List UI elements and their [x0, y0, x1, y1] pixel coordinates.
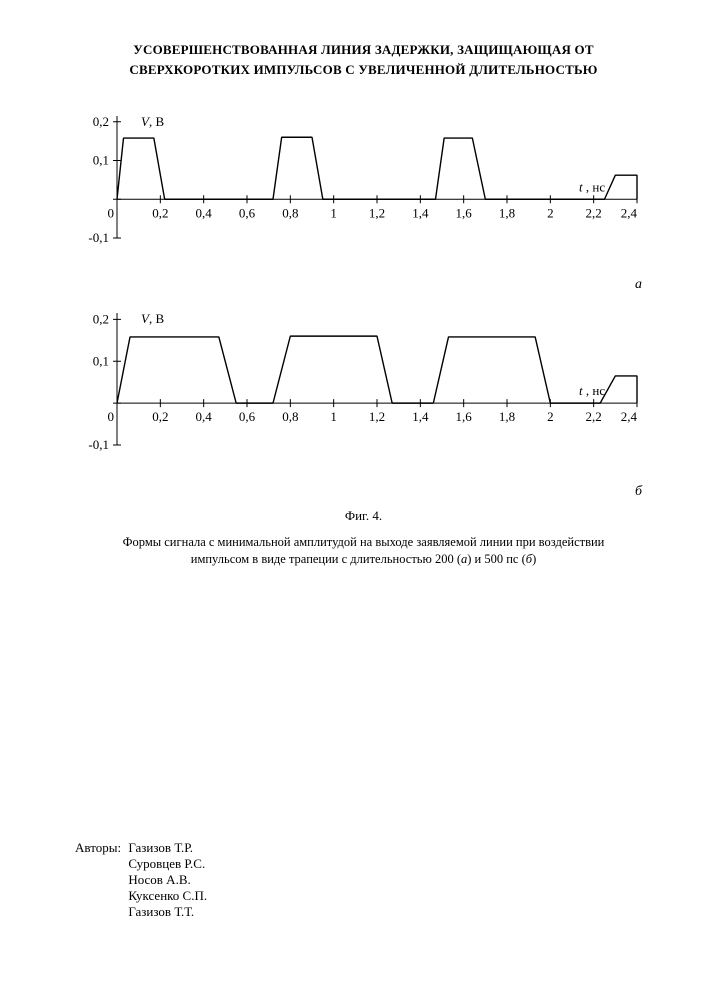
- svg-text:0,2: 0,2: [152, 409, 168, 424]
- svg-text:2: 2: [547, 409, 554, 424]
- authors-label: Авторы:: [75, 840, 121, 856]
- svg-text:1,4: 1,4: [412, 205, 429, 220]
- author-name: Куксенко С.П.: [128, 888, 207, 904]
- svg-text:V, В: V, В: [141, 311, 164, 326]
- figure-caption: Фиг. 4.: [75, 508, 652, 524]
- title-line-2: СВЕРХКОРОТКИХ ИМПУЛЬСОВ С УВЕЛИЧЕННОЙ ДЛ…: [129, 62, 597, 77]
- svg-text:0,8: 0,8: [282, 205, 298, 220]
- author-name: Газизов Т.Т.: [128, 904, 207, 920]
- svg-text:0,1: 0,1: [93, 353, 109, 368]
- svg-text:1: 1: [330, 205, 337, 220]
- author-name: Газизов Т.Р.: [128, 840, 207, 856]
- svg-text:V, В: V, В: [141, 114, 164, 129]
- svg-text:0,1: 0,1: [93, 153, 109, 168]
- svg-text:2: 2: [547, 205, 554, 220]
- authors-block: Авторы: Газизов Т.Р.Суровцев Р.С.Носов А…: [75, 840, 207, 920]
- svg-text:1,6: 1,6: [456, 409, 473, 424]
- svg-text:0: 0: [108, 409, 115, 424]
- svg-text:0,6: 0,6: [239, 409, 256, 424]
- author-name: Носов А.В.: [128, 872, 207, 888]
- svg-text:1,6: 1,6: [456, 205, 473, 220]
- svg-text:0,2: 0,2: [93, 114, 109, 129]
- title-line-1: УСОВЕРШЕНСТВОВАННАЯ ЛИНИЯ ЗАДЕРЖКИ, ЗАЩИ…: [133, 42, 593, 57]
- svg-text:-0,1: -0,1: [88, 437, 109, 452]
- svg-text:1,2: 1,2: [369, 409, 385, 424]
- svg-text:2,2: 2,2: [586, 409, 602, 424]
- svg-text:1,4: 1,4: [412, 409, 429, 424]
- svg-text:0: 0: [108, 205, 115, 220]
- figure-description: Формы сигнала с минимальной амплитудой н…: [75, 534, 652, 568]
- svg-text:1,8: 1,8: [499, 205, 515, 220]
- fig-desc-pre: импульсом в виде трапеции с длительность…: [191, 552, 461, 566]
- fig-desc-post: ): [532, 552, 536, 566]
- authors-names: Газизов Т.Р.Суровцев Р.С.Носов А.В.Куксе…: [128, 840, 207, 920]
- page-title: УСОВЕРШЕНСТВОВАННАЯ ЛИНИЯ ЗАДЕРЖКИ, ЗАЩИ…: [75, 40, 652, 79]
- svg-text:0,4: 0,4: [196, 409, 213, 424]
- svg-text:1,8: 1,8: [499, 409, 515, 424]
- author-name: Суровцев Р.С.: [128, 856, 207, 872]
- chart-a-sublabel: а: [75, 277, 652, 293]
- chart-b: 0 0,2 0,4 0,6 0,8 1 1,2 1,4 1,6 1,8 2 2,2 2,4 -0,1 0,1…: [75, 301, 652, 476]
- svg-text:1: 1: [330, 409, 337, 424]
- svg-text:0,2: 0,2: [93, 311, 109, 326]
- svg-text:0,4: 0,4: [196, 205, 213, 220]
- fig-desc-mid: ) и 500 пс (: [467, 552, 526, 566]
- svg-text:2,2: 2,2: [586, 205, 602, 220]
- svg-text:t , нс: t , нс: [579, 383, 605, 398]
- svg-text:t , нс: t , нс: [579, 179, 605, 194]
- svg-text:0,6: 0,6: [239, 205, 256, 220]
- svg-text:1,2: 1,2: [369, 205, 385, 220]
- svg-text:0,8: 0,8: [282, 409, 298, 424]
- chart-a: 0 0,2 0,4 0,6 0,8 1 1,2 1,4 1,6 1,8 2 2,2 2,4 -0,1 0,1…: [75, 104, 652, 269]
- fig-desc-line1: Формы сигнала с минимальной амплитудой н…: [123, 535, 605, 549]
- svg-text:0,2: 0,2: [152, 205, 168, 220]
- chart-b-sublabel: б: [75, 484, 652, 500]
- svg-text:-0,1: -0,1: [88, 230, 109, 245]
- svg-text:2,4: 2,4: [621, 205, 638, 220]
- svg-text:2,4: 2,4: [621, 409, 638, 424]
